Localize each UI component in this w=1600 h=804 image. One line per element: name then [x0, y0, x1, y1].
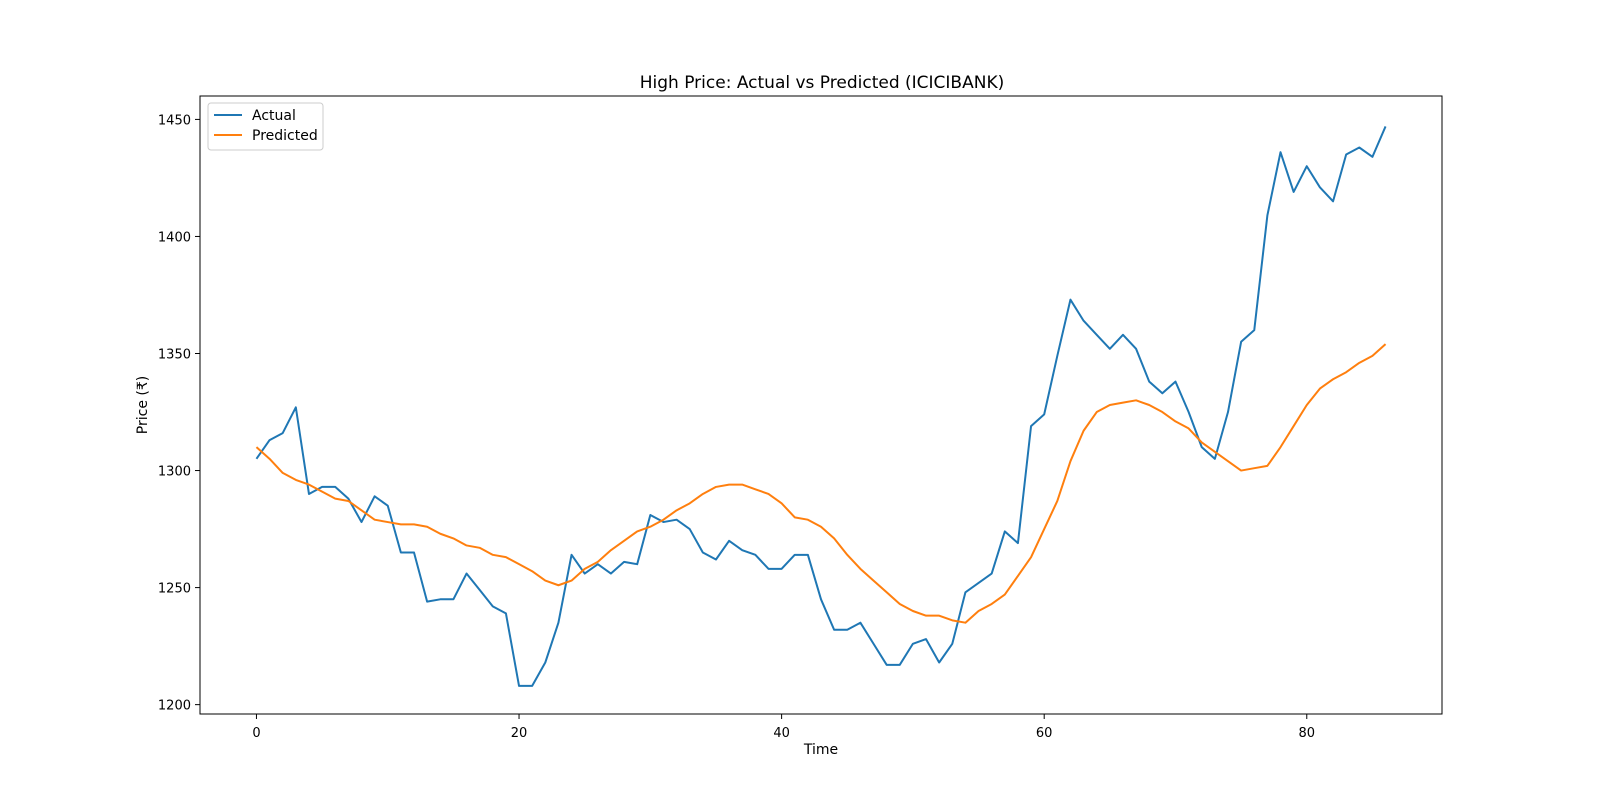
y-tick-label: 1200 [158, 699, 191, 714]
x-axis-label: Time [803, 742, 838, 758]
y-tick-label: 1450 [158, 113, 191, 128]
series-line-actual [255, 126, 1387, 687]
y-tick-label: 1250 [158, 582, 191, 597]
y-axis-label: Price (₹) [135, 376, 151, 434]
y-tick-label: 1300 [158, 465, 191, 480]
y-axis: 1200 1250 1300 1350 1400 1450 [158, 113, 200, 714]
y-tick-label: 1400 [158, 230, 191, 245]
plot-frame [199, 95, 1443, 715]
series-layer [255, 126, 1387, 687]
x-tick-label: 60 [1036, 726, 1053, 741]
x-tick-label: 20 [511, 726, 528, 741]
legend-label-predicted: Predicted [252, 128, 318, 144]
y-tick-label: 1350 [158, 348, 191, 363]
legend: Actual Predicted [207, 102, 324, 151]
x-tick-label: 40 [773, 726, 790, 741]
x-axis: 0 20 40 60 80 [252, 714, 1315, 741]
chart-title: High Price: Actual vs Predicted (ICICIBA… [640, 73, 1004, 93]
legend-label-actual: Actual [252, 108, 296, 124]
x-tick-label: 0 [252, 726, 260, 741]
series-line-predicted [255, 343, 1387, 624]
x-tick-label: 80 [1298, 726, 1315, 741]
